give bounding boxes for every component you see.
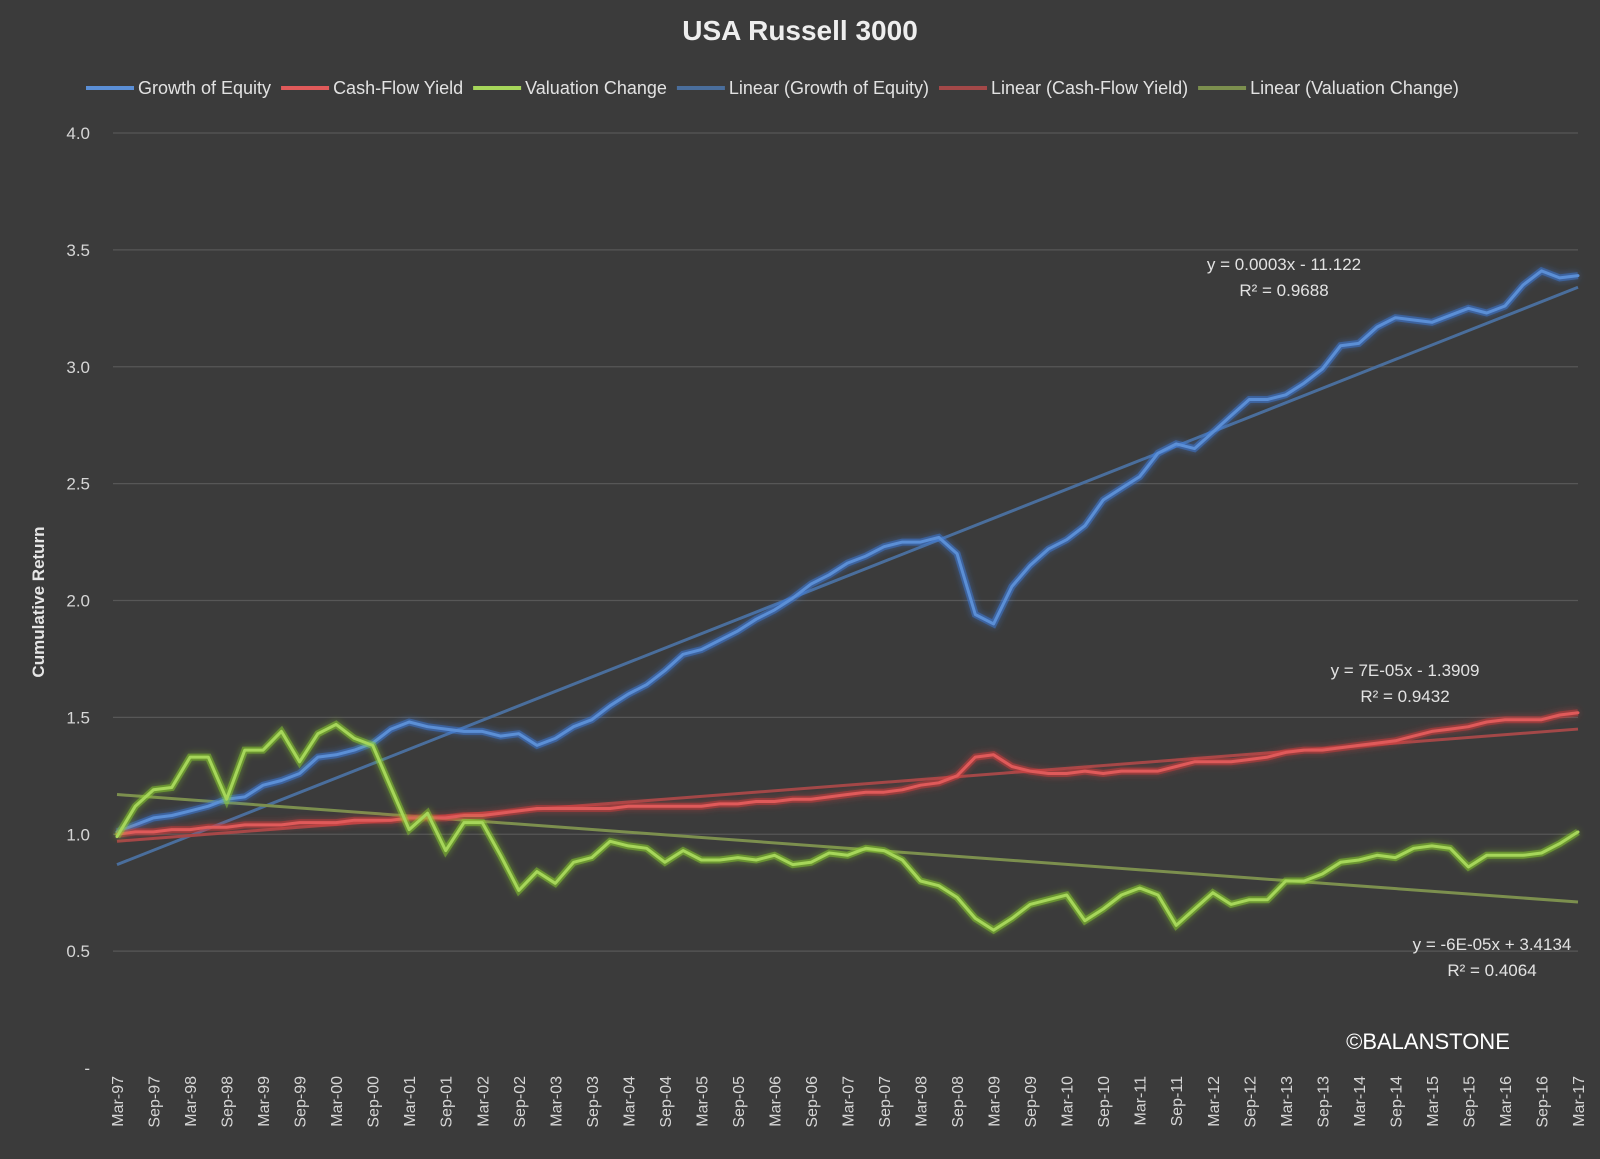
x-tick-label: Mar-04 bbox=[621, 1076, 638, 1127]
y-tick-label: 1.5 bbox=[66, 708, 90, 727]
x-tick-label: Sep-99 bbox=[293, 1076, 310, 1128]
y-tick-label: 3.0 bbox=[66, 358, 90, 377]
trend-r-squared: R² = 0.9688 bbox=[1239, 281, 1328, 300]
data-series bbox=[114, 266, 1580, 935]
chart-legend: Growth of Equity Cash-Flow Yield Valuation… bbox=[86, 78, 1459, 98]
trendline bbox=[116, 793, 1579, 904]
x-tick-label: Sep-15 bbox=[1461, 1076, 1478, 1128]
trend-equation: y = -6E-05x + 3.4134 bbox=[1413, 935, 1572, 954]
y-tick-label: - bbox=[84, 1059, 90, 1078]
x-tick-label: Mar-01 bbox=[402, 1076, 419, 1127]
x-tick-label: Mar-13 bbox=[1279, 1076, 1296, 1127]
series-glow bbox=[116, 709, 1579, 838]
copyright-annotation: ©BALANSTONE bbox=[1346, 1029, 1510, 1054]
x-tick-label: Sep-98 bbox=[220, 1076, 237, 1128]
x-tick-label: Mar-99 bbox=[256, 1076, 273, 1127]
x-tick-label: Mar-08 bbox=[914, 1076, 931, 1127]
x-tick-label: Mar-02 bbox=[475, 1076, 492, 1127]
x-tick-label: Sep-09 bbox=[1023, 1076, 1040, 1128]
y-axis-label: Cumulative Return bbox=[29, 526, 48, 677]
x-tick-label: Sep-16 bbox=[1534, 1076, 1551, 1128]
series-line bbox=[115, 722, 1580, 932]
trend-equations: y = 0.0003x - 11.122 R² = 0.9688 y = 7E-05… bbox=[1207, 255, 1572, 980]
legend-label: Linear (Growth of Equity) bbox=[729, 78, 929, 98]
y-axis-ticks: - 0.5 1.0 1.5 2.0 2.5 3.0 3.5 4.0 bbox=[66, 124, 90, 1078]
trend-equation: y = 7E-05x - 1.3909 bbox=[1331, 661, 1480, 680]
legend-label: Linear (Valuation Change) bbox=[1250, 78, 1459, 98]
x-tick-label: Sep-97 bbox=[147, 1076, 164, 1128]
x-tick-label: Mar-15 bbox=[1425, 1076, 1442, 1127]
trend-equation: y = 0.0003x - 11.122 bbox=[1207, 255, 1361, 274]
x-tick-label: Mar-17 bbox=[1571, 1076, 1588, 1127]
x-tick-label: Mar-05 bbox=[694, 1076, 711, 1127]
y-tick-label: 2.0 bbox=[66, 592, 90, 611]
x-tick-label: Mar-00 bbox=[329, 1076, 346, 1127]
y-tick-label: 2.5 bbox=[66, 475, 90, 494]
x-tick-label: Sep-08 bbox=[950, 1076, 967, 1128]
y-tick-label: 0.5 bbox=[66, 942, 90, 961]
x-tick-label: Sep-10 bbox=[1096, 1076, 1113, 1128]
trendlines bbox=[116, 285, 1579, 904]
series-line bbox=[115, 711, 1580, 836]
x-tick-label: Mar-03 bbox=[548, 1076, 565, 1127]
x-tick-label: Sep-12 bbox=[1242, 1076, 1259, 1128]
y-tick-label: 1.0 bbox=[66, 825, 90, 844]
legend-label: Growth of Equity bbox=[138, 78, 271, 98]
trend-r-squared: R² = 0.4064 bbox=[1447, 961, 1536, 980]
x-tick-label: Mar-07 bbox=[841, 1076, 858, 1127]
chart-title: USA Russell 3000 bbox=[682, 15, 918, 46]
x-tick-label: Mar-12 bbox=[1206, 1076, 1223, 1127]
x-tick-label: Sep-06 bbox=[804, 1076, 821, 1128]
x-tick-label: Sep-05 bbox=[731, 1076, 748, 1128]
x-tick-label: Sep-01 bbox=[439, 1076, 456, 1128]
legend-label: Valuation Change bbox=[525, 78, 667, 98]
x-tick-label: Sep-03 bbox=[585, 1076, 602, 1128]
x-tick-label: Sep-13 bbox=[1315, 1076, 1332, 1128]
x-tick-label: Mar-98 bbox=[183, 1076, 200, 1127]
trend-r-squared: R² = 0.9432 bbox=[1360, 687, 1449, 706]
legend-label: Cash-Flow Yield bbox=[333, 78, 463, 98]
x-tick-label: Sep-04 bbox=[658, 1076, 675, 1128]
x-tick-label: Mar-10 bbox=[1060, 1076, 1077, 1127]
x-tick-label: Mar-06 bbox=[767, 1076, 784, 1127]
legend-label: Linear (Cash-Flow Yield) bbox=[991, 78, 1188, 98]
x-tick-label: Sep-11 bbox=[1169, 1076, 1186, 1127]
x-tick-label: Mar-16 bbox=[1498, 1076, 1515, 1127]
gridlines bbox=[113, 132, 1578, 952]
x-tick-label: Sep-07 bbox=[877, 1076, 894, 1128]
trendline bbox=[116, 285, 1579, 867]
x-tick-label: Mar-14 bbox=[1352, 1076, 1369, 1127]
x-tick-label: Sep-00 bbox=[366, 1076, 383, 1128]
x-tick-label: Mar-97 bbox=[110, 1076, 127, 1127]
x-tick-label: Sep-14 bbox=[1388, 1076, 1405, 1128]
x-tick-label: Sep-02 bbox=[512, 1076, 529, 1128]
x-tick-label: Mar-11 bbox=[1133, 1076, 1150, 1126]
y-tick-label: 3.5 bbox=[66, 241, 90, 260]
x-axis-ticks: Mar-97 Sep-97 Mar-98 Sep-98 Mar-99 Sep-99 Mar-… bbox=[110, 1076, 1588, 1128]
series-line bbox=[115, 269, 1580, 834]
y-tick-label: 4.0 bbox=[66, 124, 90, 143]
x-tick-label: Mar-09 bbox=[987, 1076, 1004, 1127]
